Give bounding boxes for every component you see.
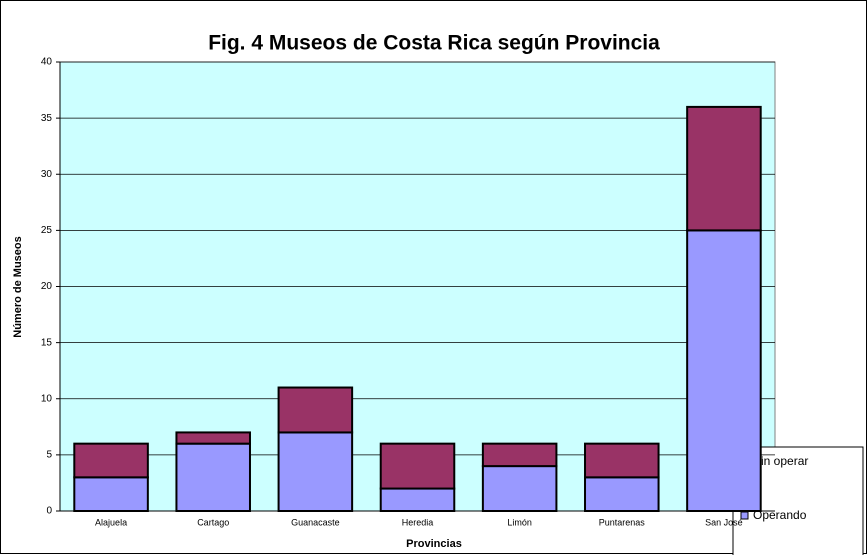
bar-segment <box>175 442 251 512</box>
y-tick-label: 30 <box>41 169 53 180</box>
y-tick-label: 5 <box>46 450 52 461</box>
bar-segment <box>481 442 558 468</box>
y-tick-label: 10 <box>41 393 53 404</box>
bar-segment <box>584 442 660 479</box>
x-tick-label: Limón <box>507 517 532 527</box>
bar-segment <box>584 476 660 513</box>
bar-segment <box>686 229 762 512</box>
y-tick-label: 15 <box>41 337 53 348</box>
x-tick-label: Puntarenas <box>599 517 646 527</box>
bar-segment <box>686 105 762 232</box>
x-axis-label: Provincias <box>406 538 462 550</box>
bar-segment <box>379 487 456 512</box>
bar-segment <box>277 386 354 434</box>
y-axis-label: Número de Museos <box>12 236 24 337</box>
y-tick-label: 20 <box>41 281 53 292</box>
x-tick-label: Heredia <box>402 517 434 527</box>
x-tick-label: Cartago <box>197 517 229 527</box>
bar-segment <box>481 465 558 513</box>
y-tick-label: 0 <box>46 506 52 517</box>
legend-label: Operando <box>753 508 807 522</box>
bar-segment <box>277 431 354 512</box>
y-tick-label: 25 <box>41 225 53 236</box>
y-tick-label: 40 <box>41 57 53 68</box>
x-tick-label: San José <box>705 517 743 527</box>
legend-label: Sin operar <box>753 454 808 468</box>
bar-segment <box>175 431 251 445</box>
chart-title: Fig. 4 Museos de Costa Rica según Provin… <box>208 32 660 55</box>
x-tick-label: Guanacaste <box>291 517 340 527</box>
bar-segment <box>73 442 149 479</box>
y-tick-label: 35 <box>41 113 53 124</box>
x-tick-label: Alajuela <box>95 517 127 527</box>
bar-segment <box>73 476 149 513</box>
bar-segment <box>379 442 456 490</box>
